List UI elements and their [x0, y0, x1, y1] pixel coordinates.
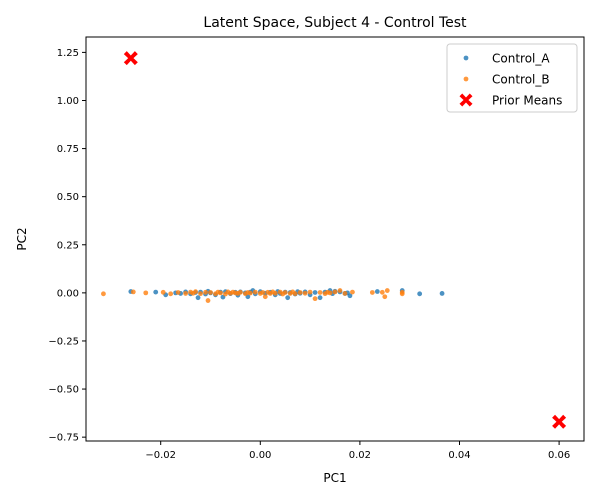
control-b-point [317, 290, 323, 295]
x-tick-label: −0.02 [145, 450, 176, 461]
control-a-point [317, 295, 323, 301]
control-b-point [337, 288, 343, 293]
legend-prior-means-label: Prior Means [492, 94, 562, 108]
control-b-point [143, 290, 149, 296]
control-b-point [260, 290, 266, 295]
control-b-point [198, 291, 203, 297]
control-b-point [369, 290, 375, 295]
control-b-point [247, 290, 253, 296]
control-b-point [302, 290, 308, 296]
y-tick-label: 1.25 [57, 48, 79, 59]
control-b-point [272, 290, 278, 296]
control-b-point [307, 289, 313, 295]
legend-box [446, 43, 578, 113]
legend-control-b-marker [463, 76, 469, 82]
control-b-point [101, 291, 106, 297]
control-b-point [237, 289, 243, 295]
x-tick-label: 0.02 [349, 450, 371, 461]
prior-means-marker [123, 51, 138, 66]
control-a-point [312, 290, 318, 295]
control-b-point [203, 289, 208, 295]
y-tick-label: 0.75 [57, 144, 79, 155]
control-b-point [282, 290, 288, 295]
control-b-point [292, 291, 298, 297]
legend-control-a-marker [463, 55, 469, 61]
control-b-point [183, 291, 189, 296]
control-a-point [195, 295, 201, 301]
y-tick-label: 0.00 [57, 288, 79, 299]
control-a-point [417, 291, 423, 297]
control-b-point [252, 289, 258, 295]
legend-control-b-label: Control_B [492, 73, 550, 87]
control-a-point [439, 291, 445, 296]
y-axis-label: PC2 [15, 227, 29, 250]
y-tick-label: −0.50 [48, 385, 79, 396]
y-axis-ticks: −0.75 −0.50 −0.25 0.00 0.25 0.50 0.75 1.00 1.25 [48, 48, 86, 444]
control-b-point [384, 288, 390, 293]
legend: Control_A Control_B Prior Means [446, 43, 578, 113]
y-tick-label: 0.25 [57, 240, 79, 251]
x-tick-label: 0.04 [448, 450, 470, 461]
x-axis-ticks: −0.02 0.00 0.02 0.04 0.06 [145, 441, 570, 461]
control-b-point [160, 289, 166, 295]
x-tick-label: 0.06 [548, 450, 570, 461]
control-b-point [218, 290, 223, 296]
control-b-point [350, 289, 355, 295]
x-tick-label: 0.00 [249, 450, 271, 461]
control-b-point [297, 290, 303, 295]
control-b-point [379, 289, 385, 295]
control-b-point [399, 289, 405, 295]
control-b-point [208, 290, 213, 295]
y-tick-label: 1.00 [57, 96, 79, 107]
y-tick-label: −0.75 [48, 433, 79, 444]
control-a-point [153, 289, 159, 295]
prior-means-marker [552, 414, 567, 429]
control-b-point [382, 294, 388, 300]
control-b-point [312, 296, 318, 302]
control-b-point [193, 289, 198, 295]
legend-prior-means-marker [459, 93, 473, 107]
control-b-point [332, 289, 338, 295]
data-points [101, 51, 567, 429]
y-tick-label: 0.50 [57, 192, 79, 203]
legend-control-a-label: Control_A [492, 52, 550, 66]
control-b-point [168, 291, 174, 297]
control-b-point [342, 291, 348, 296]
control-b-point [175, 290, 181, 295]
control-a-point [285, 295, 291, 301]
control-b-point [262, 294, 268, 300]
control-a-point [347, 293, 353, 299]
y-tick-label: −0.25 [48, 336, 79, 347]
plot-area-frame [85, 36, 585, 442]
control-a-point [374, 289, 380, 294]
control-b-point [130, 289, 136, 295]
x-axis-label: PC1 [323, 471, 346, 485]
control-b-point [205, 298, 211, 303]
control-b-point [327, 290, 333, 296]
chart-title: Latent Space, Subject 4 - Control Test [203, 15, 467, 31]
